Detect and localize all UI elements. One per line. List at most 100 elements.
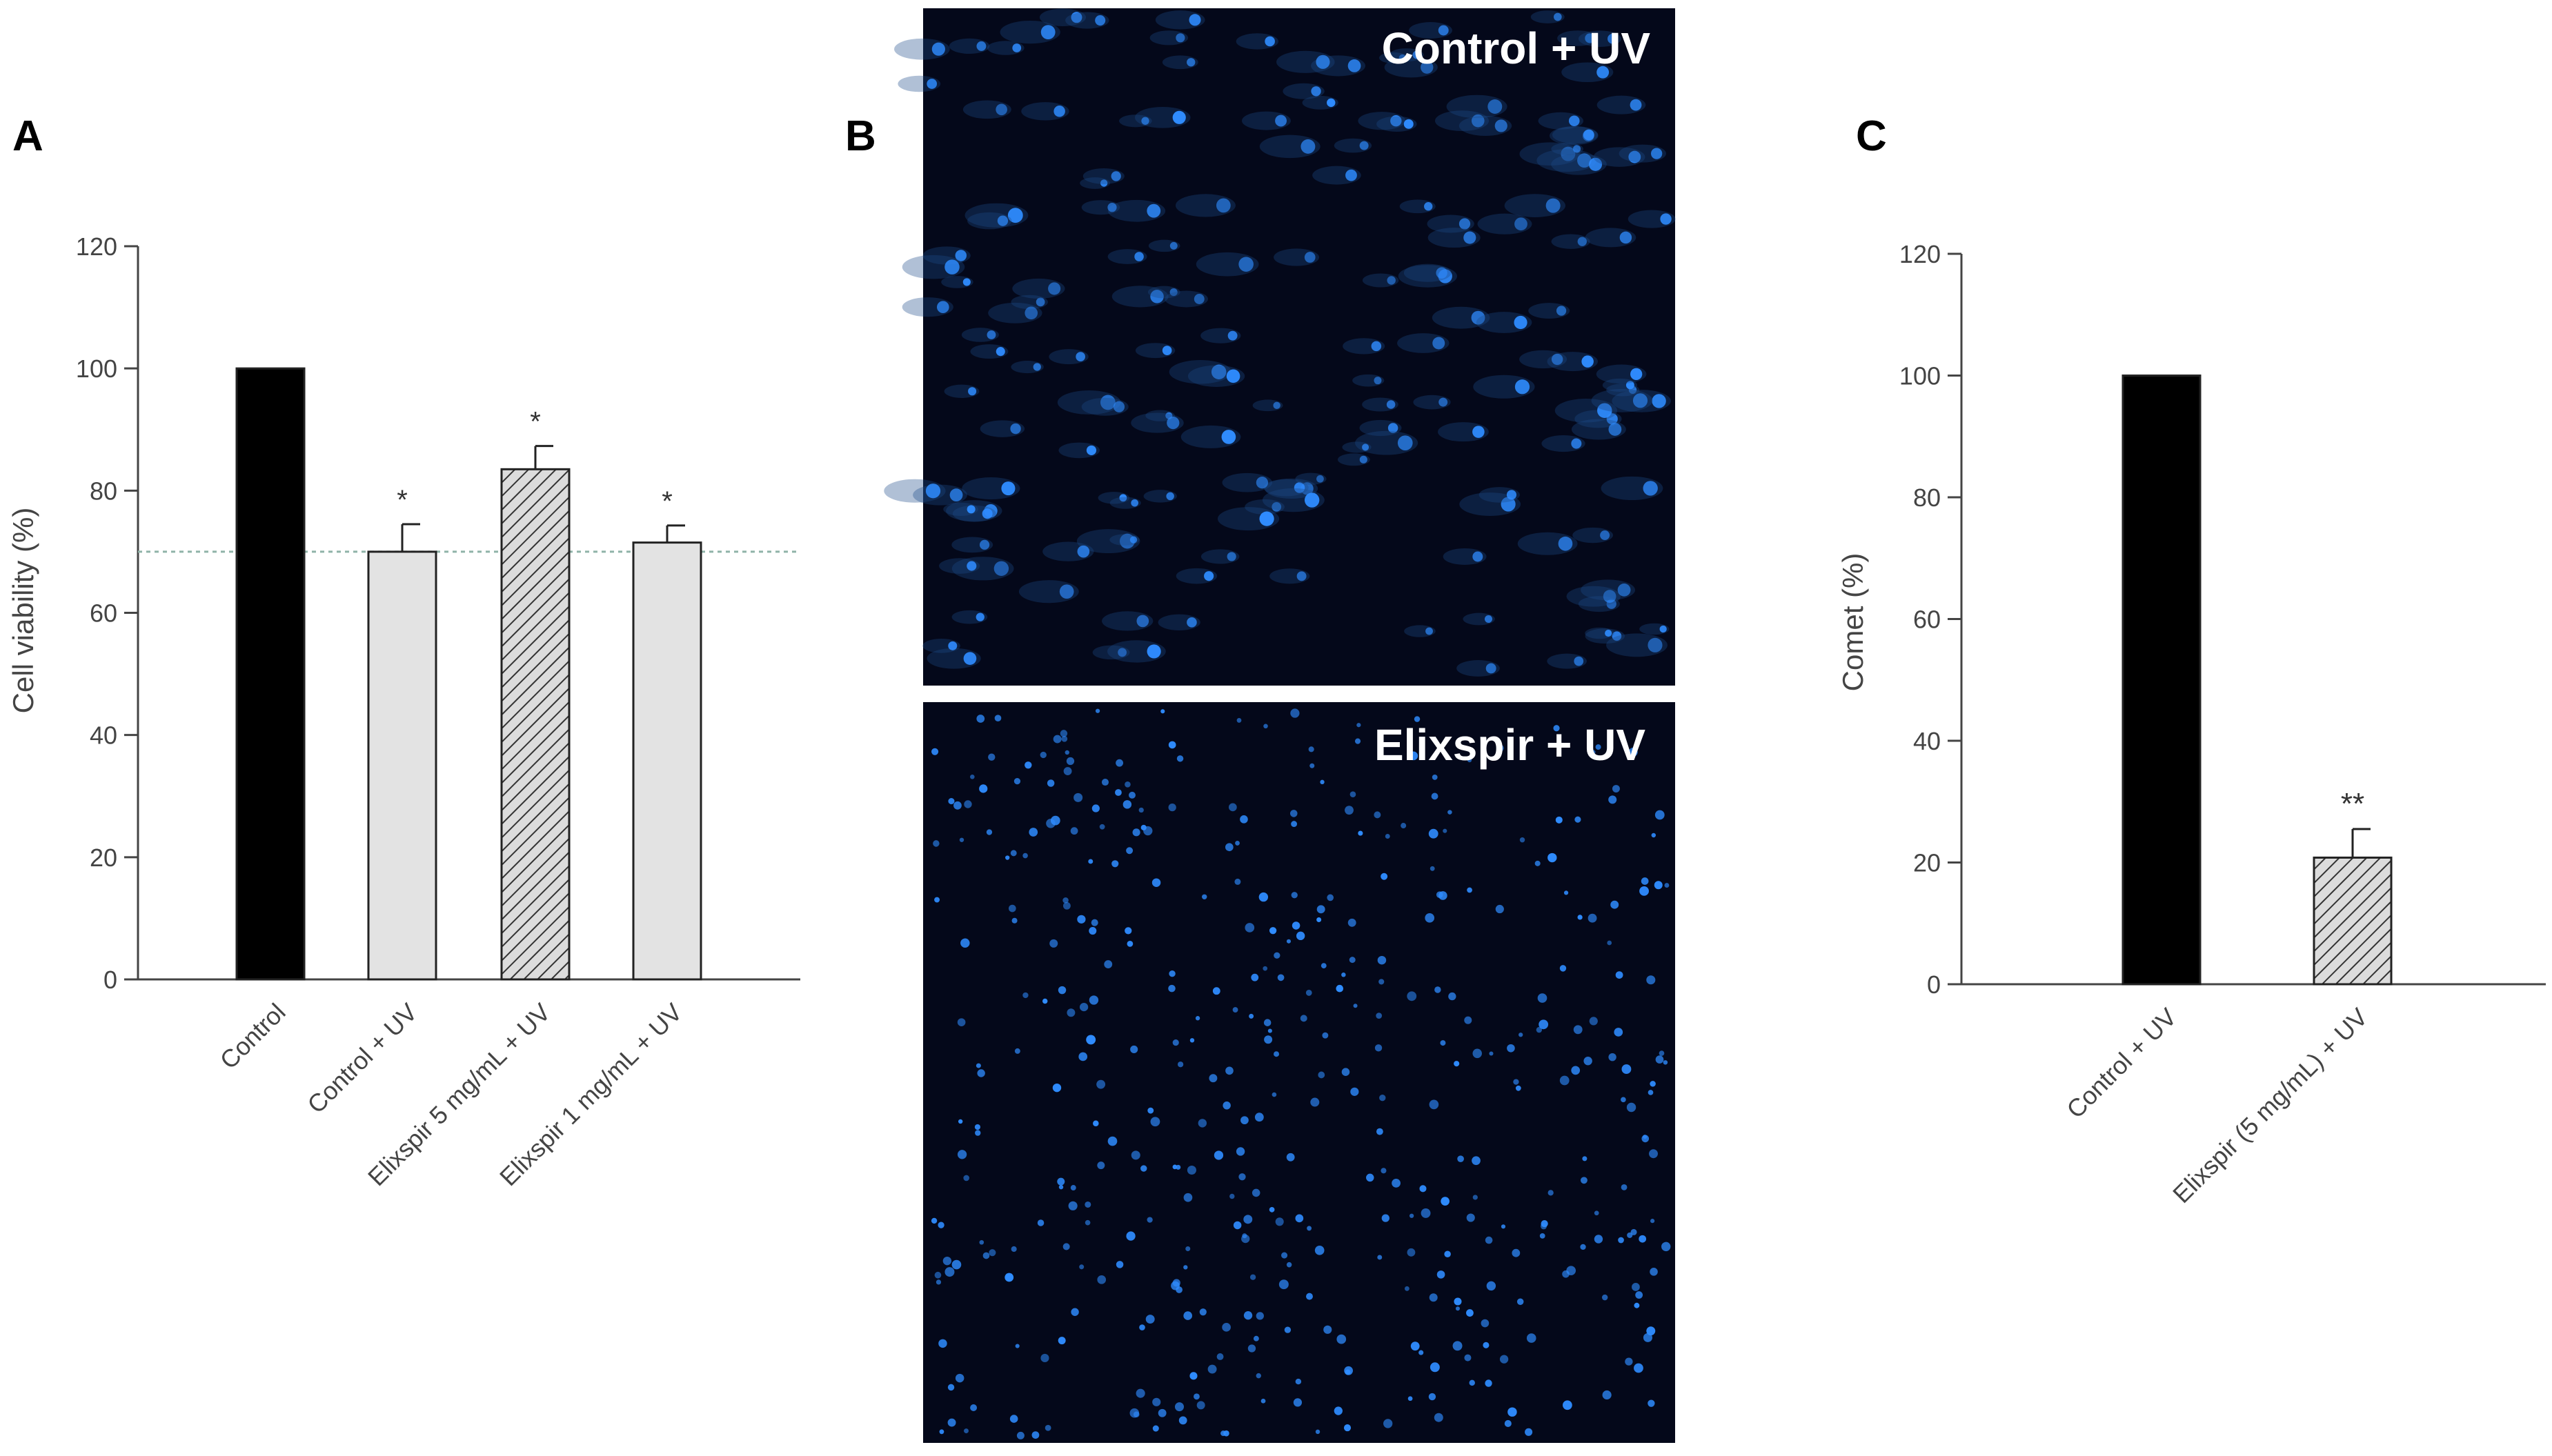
nucleus-dot bbox=[1060, 730, 1068, 737]
nucleus-dot bbox=[1486, 1281, 1496, 1291]
nucleus-dot bbox=[1412, 50, 1421, 59]
nucleus-dot bbox=[1226, 369, 1240, 383]
nucleus-dot bbox=[1410, 1342, 1420, 1351]
nucleus-dot bbox=[1501, 497, 1516, 512]
nucleus-dot bbox=[1194, 294, 1205, 304]
nucleus-dot bbox=[1040, 25, 1056, 40]
nucleus-dot bbox=[947, 1384, 955, 1391]
nucleus-dot bbox=[1136, 1388, 1145, 1398]
nucleus-dot bbox=[1603, 590, 1616, 603]
nucleus-dot bbox=[1514, 379, 1530, 395]
nucleus-dot bbox=[1489, 1051, 1494, 1056]
nucleus-dot bbox=[1171, 1281, 1180, 1290]
nucleus-dot bbox=[1012, 43, 1022, 52]
nucleus-dot bbox=[944, 1267, 955, 1277]
nucleus-dot bbox=[1209, 1074, 1218, 1083]
nucleus-dot bbox=[1286, 1261, 1292, 1268]
nucleus-dot bbox=[1595, 744, 1601, 750]
nucleus-dot bbox=[1202, 894, 1207, 900]
nucleus-dot bbox=[1158, 1408, 1167, 1417]
nucleus-dot bbox=[1650, 1081, 1656, 1087]
nucleus-dot bbox=[1625, 381, 1634, 390]
nucleus-dot bbox=[955, 250, 967, 261]
nucleus-dot bbox=[1095, 14, 1106, 26]
nucleus-dot bbox=[1432, 337, 1445, 350]
nucleus-dot bbox=[1403, 119, 1414, 129]
nucleus-dot bbox=[1362, 443, 1369, 451]
nucleus-dot bbox=[1545, 198, 1561, 213]
nucleus-dot bbox=[1152, 1425, 1159, 1432]
nucleus-dot bbox=[976, 1063, 981, 1068]
chart-c-y-axis-label: Comet (%) bbox=[1837, 553, 1869, 692]
nucleus-dot bbox=[1014, 1048, 1020, 1054]
nucleus-dot bbox=[1007, 208, 1023, 223]
nucleus-dot bbox=[1211, 364, 1227, 380]
nucleus-dot bbox=[1660, 213, 1672, 225]
nucleus-dot bbox=[1005, 1273, 1014, 1282]
nucleus-dot bbox=[1350, 1087, 1359, 1096]
nucleus-dot bbox=[1225, 843, 1234, 852]
nucleus-dot bbox=[1336, 1334, 1347, 1344]
nucleus-dot bbox=[1263, 1019, 1272, 1026]
nucleus-dot bbox=[1269, 1206, 1275, 1213]
nucleus-dot bbox=[1429, 1099, 1439, 1110]
bar bbox=[235, 367, 306, 981]
nucleus-dot bbox=[976, 715, 985, 723]
nucleus-dot bbox=[963, 652, 977, 665]
nucleus-dot bbox=[1619, 231, 1632, 244]
nucleus-dot bbox=[964, 800, 972, 808]
nucleus-dot bbox=[1387, 423, 1398, 433]
nucleus-dot bbox=[939, 1429, 944, 1435]
nucleus-dot bbox=[960, 938, 970, 948]
nucleus-dot bbox=[1176, 1164, 1181, 1170]
nucleus-dot bbox=[1310, 1097, 1320, 1107]
nucleus-dot bbox=[1249, 1013, 1254, 1019]
nucleus-dot bbox=[1471, 310, 1485, 325]
nucleus-dot bbox=[1131, 1150, 1140, 1160]
nucleus-dot bbox=[1129, 1408, 1140, 1418]
nucleus-dot bbox=[1086, 445, 1097, 455]
nucleus-dot bbox=[1286, 1153, 1295, 1161]
nucleus-dot bbox=[1582, 1156, 1587, 1161]
nucleus-dot bbox=[1048, 282, 1061, 295]
nucleus-dot bbox=[1058, 986, 1067, 995]
nucleus-dot bbox=[1189, 14, 1201, 26]
y-tick-label: 20 bbox=[1913, 849, 1941, 877]
nucleus-dot bbox=[1507, 1407, 1517, 1417]
y-tick-label: 120 bbox=[1899, 240, 1941, 268]
nucleus-dot bbox=[1467, 757, 1472, 763]
nucleus-dot bbox=[1440, 1040, 1446, 1046]
nucleus-dot bbox=[1597, 403, 1612, 418]
nucleus-dot bbox=[1621, 1184, 1628, 1190]
nucleus-dot bbox=[1233, 1221, 1242, 1230]
nucleus-dot bbox=[1366, 1173, 1374, 1182]
nucleus-dot bbox=[1256, 1373, 1261, 1379]
nucleus-dot bbox=[1269, 927, 1277, 935]
panel-a-letter: A bbox=[12, 112, 43, 160]
nucleus-dot bbox=[1320, 963, 1327, 969]
nucleus-dot bbox=[925, 483, 941, 499]
nucleus-dot bbox=[1207, 1364, 1217, 1374]
bar bbox=[500, 468, 571, 981]
nucleus-dot bbox=[1300, 1015, 1307, 1022]
nucleus-dot bbox=[1635, 1291, 1643, 1299]
nucleus-dot bbox=[1378, 979, 1385, 985]
nucleus-dot bbox=[1139, 1324, 1145, 1330]
nucleus-dot bbox=[933, 840, 940, 847]
nucleus-dot bbox=[1341, 973, 1346, 977]
nucleus-dot bbox=[1454, 1061, 1460, 1067]
nucleus-dot bbox=[1374, 377, 1382, 385]
nucleus-dot bbox=[982, 508, 993, 519]
nucleus-dot bbox=[1071, 1308, 1079, 1316]
nucleus-dot bbox=[1398, 54, 1406, 61]
nucleus-dot bbox=[1293, 1398, 1303, 1407]
nucleus-dot bbox=[1167, 416, 1180, 430]
nucleus-dot bbox=[936, 301, 949, 314]
nucleus-dot bbox=[1304, 492, 1320, 508]
nucleus-dot bbox=[1588, 157, 1603, 171]
nucleus-dot bbox=[1573, 145, 1581, 153]
nucleus-dot bbox=[1011, 1246, 1017, 1253]
nucleus-dot bbox=[1383, 1419, 1393, 1428]
nucleus-dot bbox=[986, 829, 993, 835]
nucleus-dot bbox=[1260, 1398, 1266, 1404]
